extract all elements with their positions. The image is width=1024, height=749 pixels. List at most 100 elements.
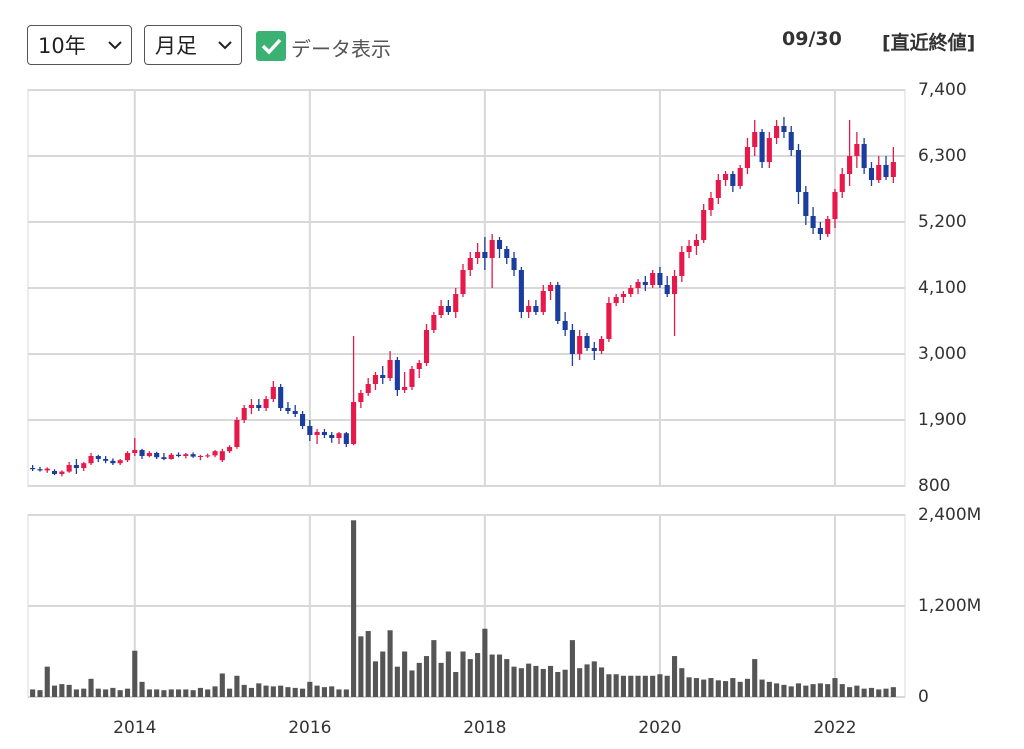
- candle-body: [365, 384, 371, 393]
- candle-body: [803, 192, 809, 216]
- volume-bar: [154, 689, 160, 697]
- y-tick-label: 3,000: [918, 344, 967, 364]
- volume-bar: [591, 661, 597, 697]
- candle-body: [584, 336, 590, 348]
- volume-bar: [343, 689, 349, 697]
- volume-bar: [110, 687, 116, 697]
- candle-body: [146, 453, 152, 456]
- volume-bar: [59, 684, 65, 697]
- candle-body: [569, 330, 575, 354]
- candle-body: [664, 285, 670, 294]
- volume-bar: [679, 668, 685, 697]
- volume-bar: [380, 651, 386, 697]
- volume-bar: [715, 680, 721, 697]
- volume-bar: [44, 666, 50, 697]
- volume-bar: [103, 689, 109, 697]
- candle-body: [285, 408, 291, 411]
- volume-bar: [766, 681, 772, 697]
- volume-bar: [526, 663, 532, 697]
- candle-body: [598, 339, 605, 351]
- candle-body: [526, 306, 532, 312]
- volume-bar: [496, 654, 503, 697]
- volume-bar: [37, 690, 43, 697]
- y-tick-label: 7,400: [918, 80, 967, 100]
- volume-bar: [847, 687, 853, 697]
- volume-bar: [613, 674, 619, 697]
- volume-bar: [263, 685, 269, 697]
- timeframe-select[interactable]: 月足: [144, 25, 242, 65]
- volume-bar: [190, 690, 196, 697]
- candle-body: [30, 468, 36, 470]
- volume-bar: [569, 640, 575, 697]
- candle-body: [59, 471, 65, 474]
- date: 09/30: [782, 28, 842, 50]
- volume-bar: [438, 662, 444, 697]
- close-label: [直近終値]: [882, 32, 976, 54]
- volume-bar: [650, 675, 656, 697]
- candle-body: [117, 460, 123, 464]
- volume-tick-label: 0: [918, 687, 929, 707]
- candle-body: [219, 451, 225, 461]
- volume-bar: [883, 688, 889, 697]
- candle-body: [686, 246, 692, 252]
- volume-bar: [606, 674, 612, 697]
- volume-bar: [686, 677, 692, 697]
- volume-bar: [540, 668, 546, 697]
- candle-body: [44, 468, 50, 471]
- volume-bar: [854, 685, 860, 697]
- volume-bar: [584, 664, 590, 697]
- volume-bar: [657, 674, 663, 697]
- candle-body: [540, 291, 546, 312]
- volume-bar: [117, 690, 123, 697]
- candle-body: [380, 375, 386, 378]
- candle-body: [168, 454, 174, 459]
- candle-body: [511, 258, 517, 270]
- candle-body: [73, 465, 79, 468]
- volume-bar: [248, 687, 255, 697]
- volume-bar: [314, 685, 320, 697]
- volume-bar: [475, 653, 481, 697]
- volume-bar: [321, 687, 328, 697]
- candle-body: [518, 270, 524, 312]
- candle-body: [876, 165, 882, 180]
- candle-body: [416, 363, 422, 369]
- candle-body: [620, 294, 626, 297]
- volume-bar: [183, 689, 189, 697]
- volume-bar: [547, 665, 554, 697]
- dropdown-arrow: [108, 41, 122, 50]
- volume-bar: [168, 689, 174, 697]
- candle-body: [66, 465, 72, 472]
- volume-bar: [752, 659, 758, 697]
- candle-body: [154, 453, 160, 458]
- candle-body: [496, 240, 503, 249]
- candle-body: [394, 360, 400, 390]
- volume-bar: [504, 659, 510, 697]
- candle-body: [372, 375, 379, 384]
- x-tick-label: 2020: [638, 718, 681, 738]
- y-tick-label: 4,100: [918, 278, 967, 298]
- volume-bar: [351, 520, 357, 697]
- candle-body: [197, 456, 203, 457]
- candle-body: [183, 454, 189, 456]
- candle-body: [832, 192, 838, 219]
- candle-body: [650, 273, 656, 285]
- y-tick-label: 800: [918, 476, 950, 496]
- show-data-checkbox[interactable]: [256, 31, 286, 61]
- volume-bar: [219, 673, 225, 697]
- volume-bar: [132, 650, 138, 697]
- period-select[interactable]: 10年: [27, 25, 132, 65]
- volume-bar: [197, 687, 203, 697]
- candle-body: [343, 433, 349, 444]
- candle-body: [810, 216, 816, 228]
- candle-body: [795, 150, 802, 192]
- volume-bar: [730, 678, 736, 697]
- volume-bar: [212, 686, 218, 697]
- candle-body: [423, 330, 430, 363]
- volume-bar: [795, 683, 802, 697]
- candle-body: [752, 132, 758, 147]
- candle-body: [504, 249, 510, 258]
- candle-body: [431, 315, 437, 330]
- volume-bar: [139, 681, 145, 697]
- candle-body: [883, 165, 889, 177]
